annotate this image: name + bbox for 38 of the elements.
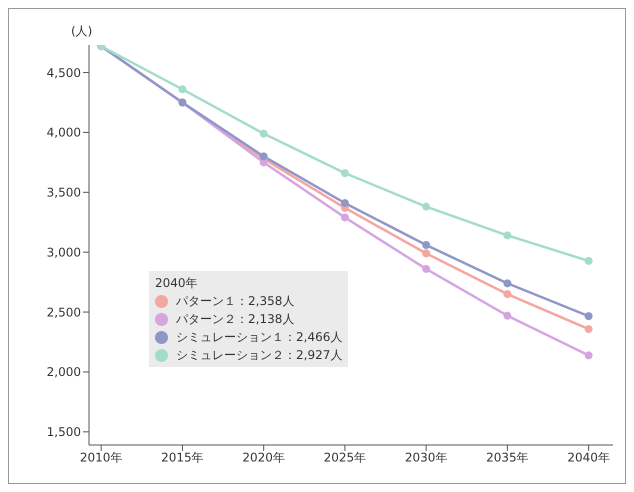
point: [503, 231, 512, 240]
legend-label: シミュレーション２：2,927人: [176, 347, 342, 364]
point: [340, 169, 349, 178]
point: [422, 249, 430, 258]
point: [340, 213, 349, 222]
point: [422, 241, 430, 249]
y-tick-label: 2,500: [46, 305, 81, 320]
x-tick-label: 2015年: [161, 450, 204, 465]
x-tick-label: 2025年: [324, 450, 366, 465]
x-tick-label: 2020年: [242, 450, 285, 465]
x-tick-label: 2010年: [80, 450, 122, 465]
point: [260, 152, 268, 160]
y-tick-label: 4,000: [46, 126, 81, 140]
point: [503, 312, 512, 320]
legend-title: 2040年: [155, 275, 199, 292]
point: [503, 290, 512, 298]
point: [260, 130, 268, 138]
y-tick-label: 1,500: [46, 425, 81, 440]
legend-label: シミュレーション１：2,466人: [176, 329, 342, 346]
point: [503, 279, 512, 288]
point: [584, 351, 593, 360]
y-axis-title: (人): [71, 23, 92, 40]
y-tick-label: 3,500: [46, 186, 81, 200]
y-tick-label: 4,500: [46, 66, 81, 80]
x-tick-label: 2035年: [486, 450, 529, 465]
point: [584, 312, 593, 320]
point: [584, 325, 593, 334]
y-tick-label: 3,000: [46, 245, 81, 260]
point: [340, 199, 349, 208]
x-tick-label: 2040年: [567, 450, 610, 465]
y-tick-label: 2,000: [46, 365, 81, 380]
point: [422, 202, 430, 211]
legend-label: パターン１：2,358人: [176, 293, 294, 310]
point: [584, 256, 593, 265]
x-tick-label: 2030年: [404, 450, 448, 465]
legend-label: パターン２：2,138人: [176, 311, 294, 328]
point: [178, 85, 186, 94]
point: [422, 264, 430, 273]
